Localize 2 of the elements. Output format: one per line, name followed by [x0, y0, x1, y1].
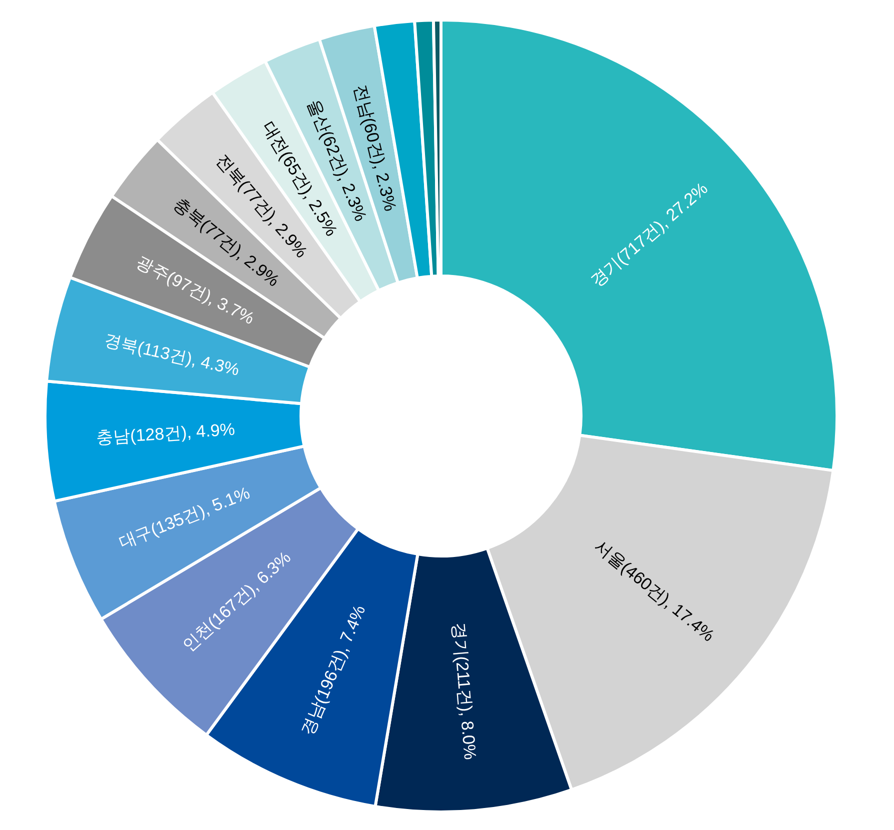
slice-label: 경기(211건), 8.0% [449, 622, 480, 760]
slice-label: 충남(128건), 4.9% [96, 420, 236, 448]
